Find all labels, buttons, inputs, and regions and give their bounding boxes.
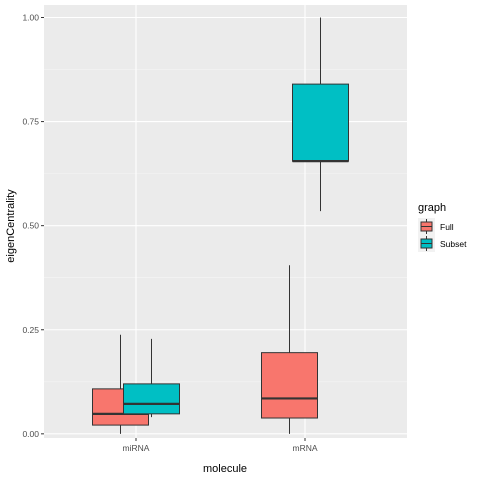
y-tick-label: 0.00 <box>22 429 39 439</box>
y-tick-label: 0.50 <box>22 221 39 231</box>
legend-title: graph <box>418 202 446 214</box>
plot-panel <box>44 5 407 438</box>
grid-major <box>44 5 407 438</box>
box-body <box>292 83 349 162</box>
box-subset-mrna <box>292 17 349 212</box>
legend-label: Subset <box>440 239 467 249</box>
box-body <box>261 352 318 419</box>
legend-key-subset: Subset <box>418 235 467 252</box>
box-full-mrna <box>261 265 318 434</box>
y-axis: 0.00 0.25 0.50 0.75 1.00 <box>22 12 44 439</box>
x-tick-label: miRNA <box>123 443 150 453</box>
x-tick-label: mRNA <box>292 443 317 453</box>
legend: graph Full Subset <box>418 202 467 252</box>
box-subset-mirna <box>123 338 180 418</box>
y-axis-title: eigenCentrality <box>5 189 17 263</box>
x-axis: miRNA mRNA <box>123 438 318 453</box>
legend-key-full: Full <box>418 218 454 235</box>
box-body <box>123 383 180 415</box>
y-tick-label: 0.75 <box>22 117 39 127</box>
x-axis-title: molecule <box>203 463 247 475</box>
boxes <box>92 17 349 434</box>
y-tick-label: 0.25 <box>22 325 39 335</box>
legend-label: Full <box>440 222 454 232</box>
y-tick-label: 1.00 <box>22 12 39 22</box>
grid-minor <box>44 69 407 383</box>
